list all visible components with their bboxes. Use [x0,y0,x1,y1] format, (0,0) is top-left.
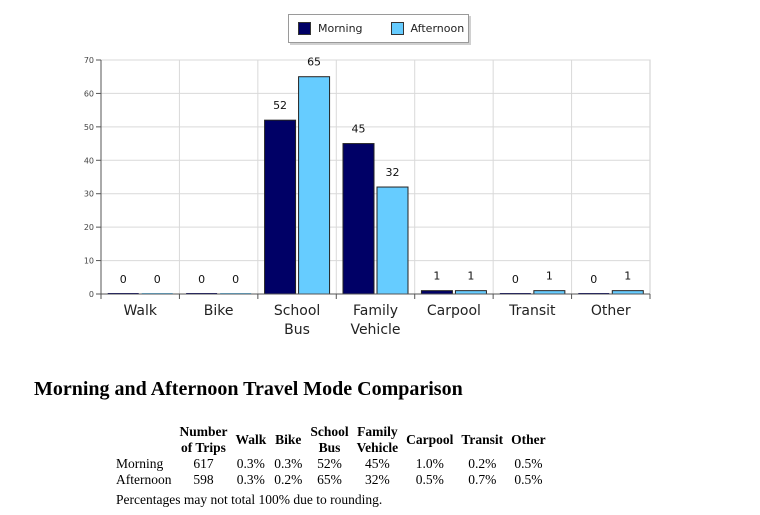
data-label-morning-1: 0 [198,273,205,286]
table-cell: 0.2% [274,472,303,487]
table-cell: 0.5% [514,456,543,471]
legend-swatch-morning [298,22,311,35]
table-header: School Bus [310,424,349,455]
legend-item-afternoon: Afternoon [390,22,465,35]
y-tick-label: 10 [84,257,94,266]
data-label-afternoon-3: 32 [386,166,400,179]
x-tick-label-3: Family Vehicle [350,303,400,338]
data-label-morning-0: 0 [120,273,127,286]
x-tick-label-6: Other [591,303,631,319]
bar-afternoon-4 [454,290,487,295]
table-cell: 0.5% [514,472,543,487]
y-tick-label: 70 [84,56,94,65]
row-label: Afternoon [116,472,172,487]
x-tick-label-1: Bike [204,303,234,319]
data-label-morning-6: 0 [590,273,597,286]
bar-afternoon-2 [298,76,331,295]
table-header-blank [112,424,175,456]
table-cell: 52% [317,456,342,471]
bar-morning-2 [264,119,297,295]
legend-label-morning: Morning [318,22,363,35]
data-label-afternoon-5: 1 [546,270,553,283]
table-header: Number of Trips [179,424,228,455]
data-label-afternoon-4: 1 [467,270,474,283]
table-cell: 32% [365,472,390,487]
x-tick-label-5: Transit [508,303,556,319]
y-tick-label: 0 [89,290,94,299]
bar-morning-4 [420,290,453,295]
data-label-afternoon-2: 65 [307,56,321,69]
data-label-afternoon-0: 0 [154,273,161,286]
table-header: Family Vehicle [356,424,399,455]
legend-item-morning: Morning [298,22,363,35]
data-label-morning-2: 52 [273,99,287,112]
table-header: Transit [461,432,504,447]
table-row: Afternoon 598 0.3% 0.2% 65% 32% 0.5% 0.7… [112,472,550,488]
table-cell: 0.5% [415,472,444,487]
data-label-afternoon-1: 0 [232,273,239,286]
row-label: Morning [116,456,164,471]
y-tick-label: 30 [84,190,94,199]
y-tick-label: 60 [84,89,94,98]
bar-afternoon-6 [611,290,644,295]
comparison-table: Number of Trips Walk Bike School Bus Famil… [112,424,550,488]
table-header: Walk [235,432,267,447]
data-label-afternoon-6: 1 [624,270,631,283]
table-cell: 1.0% [415,456,444,471]
y-tick-label: 20 [84,223,94,232]
chart-legend: Morning Afternoon [288,14,469,43]
table-header: Other [511,432,546,447]
table-cell: 617 [193,456,214,471]
data-label-morning-3: 45 [352,123,366,136]
table-cell: 45% [365,456,390,471]
table-cell: 0.3% [274,456,303,471]
rounding-note: Percentages may not total 100% due to ro… [116,492,383,507]
table-cell: 0.2% [468,456,497,471]
y-tick-label: 40 [84,156,94,165]
plot-area [100,59,651,295]
table-cell: 65% [317,472,342,487]
table-header: Bike [275,432,302,447]
y-tick-label: 50 [84,123,94,132]
legend-swatch-afternoon [390,22,404,35]
x-tick-label-2: School Bus [274,303,320,338]
table-cell: 0.7% [468,472,497,487]
bar-morning-3 [342,143,375,295]
bar-afternoon-3 [376,186,409,295]
data-label-morning-4: 1 [433,270,440,283]
x-tick-label-0: Walk [123,303,157,319]
table-row: Morning 617 0.3% 0.3% 52% 45% 1.0% 0.2% … [112,456,550,472]
table-cell: 0.3% [236,472,265,487]
comparison-title: Morning and Afternoon Travel Mode Compar… [34,378,463,400]
table-cell: 598 [193,472,214,487]
x-tick-label-4: Carpool [427,303,481,319]
data-label-morning-5: 0 [512,273,519,286]
legend-label-afternoon: Afternoon [410,22,465,35]
bar-afternoon-5 [533,290,566,295]
table-header: Carpool [406,432,454,447]
table-header-row: Number of Trips Walk Bike School Bus Famil… [112,424,550,456]
table-cell: 0.3% [236,456,265,471]
